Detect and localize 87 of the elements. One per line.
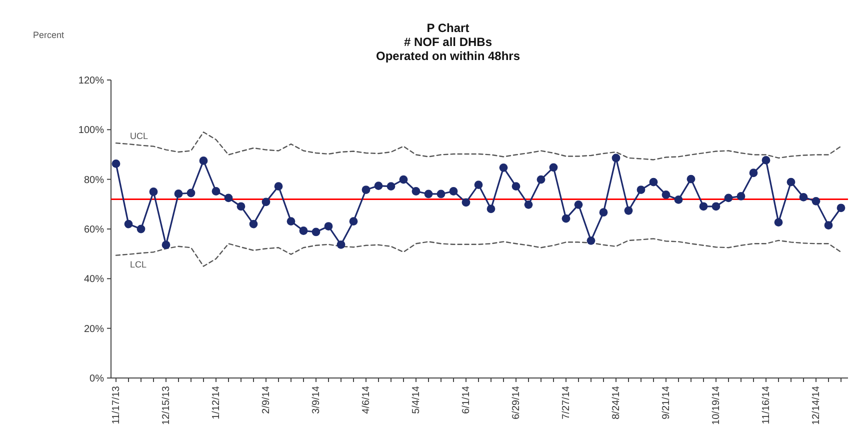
point — [449, 187, 458, 196]
point — [186, 188, 196, 198]
point — [162, 240, 170, 250]
point — [812, 196, 820, 206]
point — [524, 200, 533, 209]
x-tick-label: 10/19/14 — [711, 386, 722, 425]
point — [112, 159, 120, 168]
point — [549, 163, 558, 172]
point — [474, 180, 483, 189]
point — [624, 206, 633, 215]
point — [586, 236, 596, 245]
line-series — [115, 132, 842, 160]
series-label: UCL — [130, 131, 148, 142]
point — [412, 187, 420, 196]
y-axis-title: Percent — [33, 30, 65, 40]
x-tick-label: 11/16/14 — [761, 386, 772, 424]
point — [562, 214, 570, 223]
x-tick-label: 2/9/14 — [261, 386, 272, 414]
point — [224, 194, 233, 202]
point — [824, 221, 833, 230]
x-tick-label: 5/4/14 — [411, 386, 422, 414]
point — [124, 220, 133, 228]
point — [336, 240, 346, 249]
point — [612, 154, 620, 162]
point — [312, 228, 320, 236]
chart-title: P Chart # NOF all DHBs Operated on within 48hrs — [376, 21, 520, 63]
point — [386, 182, 396, 190]
point — [636, 186, 646, 194]
point — [424, 190, 433, 198]
point — [674, 195, 683, 204]
x-tick-label: 6/29/14 — [511, 386, 522, 420]
point — [836, 204, 846, 212]
x-tick-label: 12/15/13 — [161, 386, 172, 425]
point — [349, 217, 358, 226]
line-series — [115, 238, 842, 267]
point — [736, 192, 746, 200]
point — [436, 190, 446, 198]
y-tick-label: 40% — [84, 274, 104, 286]
point — [499, 163, 508, 172]
x-tick-label: 1/12/14 — [211, 386, 222, 420]
point — [199, 156, 208, 165]
point — [486, 204, 496, 214]
point — [774, 218, 783, 226]
point — [712, 202, 720, 211]
point — [749, 168, 758, 178]
x-tick-label: 9/21/14 — [661, 386, 672, 420]
point — [149, 188, 158, 196]
point — [286, 217, 296, 226]
point — [174, 190, 183, 198]
point — [399, 175, 408, 184]
x-tick-label: 12/14/14 — [811, 386, 822, 425]
point — [324, 222, 333, 230]
x-tick-label: 3/9/14 — [311, 386, 322, 414]
point — [649, 178, 658, 186]
point — [236, 202, 246, 211]
point — [686, 174, 696, 184]
point — [274, 182, 283, 190]
point — [536, 175, 546, 184]
point — [662, 190, 670, 199]
y-tick-label: 120% — [78, 76, 104, 86]
x-tick-label: 11/17/13 — [111, 386, 122, 424]
point — [249, 220, 258, 228]
point — [299, 226, 308, 235]
x-tick-label: 8/24/14 — [611, 386, 622, 420]
point — [724, 194, 733, 202]
point — [136, 224, 146, 234]
point — [599, 208, 608, 217]
point — [762, 156, 770, 164]
y-tick-label: 20% — [84, 324, 104, 335]
point — [574, 200, 583, 209]
x-tick-label: 6/1/14 — [461, 386, 472, 414]
x-tick-label: 4/6/14 — [361, 386, 372, 414]
point — [262, 198, 270, 206]
y-tick-label: 80% — [84, 174, 104, 186]
series-label: LCL — [130, 259, 147, 270]
point — [699, 202, 708, 211]
y-tick-label: 0% — [90, 374, 104, 384]
point — [512, 182, 520, 190]
point — [786, 178, 796, 186]
point — [462, 198, 470, 207]
x-tick-label: 7/27/14 — [561, 386, 572, 420]
point — [374, 182, 383, 190]
point — [212, 187, 220, 196]
point — [799, 193, 808, 202]
point — [362, 186, 370, 194]
y-tick-label: 100% — [78, 125, 104, 136]
y-tick-label: 60% — [84, 224, 104, 236]
